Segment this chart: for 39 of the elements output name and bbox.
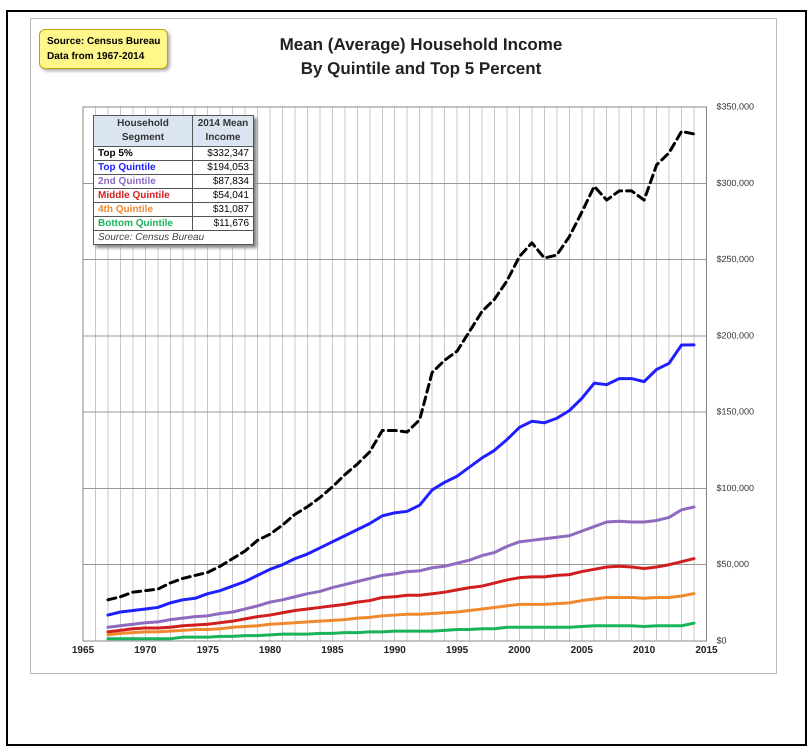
- x-tick-label: 1980: [258, 644, 282, 656]
- annotation: $194,053: [192, 160, 254, 174]
- annotation: Source: Census Bureau: [94, 230, 254, 244]
- x-tick-label: 1975: [196, 644, 220, 656]
- y-tick-label: $250,000: [716, 254, 754, 264]
- annotation: $87,834: [192, 174, 254, 188]
- annotation: $11,676: [192, 216, 254, 230]
- table-header: Household Segment 2014 Mean Income: [94, 116, 254, 146]
- y-tick-label: $100,000: [716, 482, 754, 493]
- text: Middle Quintile: [94, 188, 192, 202]
- chart-title: Mean (Average) Household Income: [278, 34, 564, 56]
- annotation: $54,041: [192, 188, 254, 202]
- text: Top Quintile: [94, 160, 192, 174]
- source-note: Source: Census Bureau: [47, 36, 160, 47]
- y-tick-label: $300,000: [716, 178, 754, 188]
- y-tick-label: $350,000: [716, 101, 754, 112]
- x-tick-label: 2015: [695, 644, 718, 656]
- x-tick-label: 2000: [508, 644, 531, 656]
- x-tick-label: 1965: [72, 644, 95, 656]
- x-tick-label: 2005: [570, 644, 594, 656]
- x-tick-label: 1995: [446, 644, 469, 656]
- annotation: $31,087: [192, 202, 254, 216]
- x-tick-label: 1990: [384, 644, 406, 656]
- x-tick-label: 1970: [134, 644, 157, 656]
- text: Top 5%: [94, 146, 192, 160]
- y-tick-label: $150,000: [716, 406, 754, 417]
- text: Bottom Quintile: [94, 216, 192, 230]
- annotation: 2014 Mean Income: [192, 116, 254, 146]
- text: 2nd Quintile: [94, 174, 192, 188]
- y-tick-label: $0: [716, 635, 726, 646]
- chart-subtitle: By Quintile and Top 5 Percent: [300, 58, 542, 80]
- y-tick-label: $200,000: [716, 330, 754, 340]
- x-tick-label: 2010: [632, 644, 656, 656]
- y-tick-label: $50,000: [716, 559, 750, 570]
- annotation: $332,347: [192, 146, 254, 160]
- text: Data from 1967-2014: [47, 51, 144, 62]
- text: 4th Quintile: [94, 202, 192, 216]
- legend-title: Household Segment: [94, 116, 192, 146]
- x-tick-label: 1985: [321, 644, 344, 656]
